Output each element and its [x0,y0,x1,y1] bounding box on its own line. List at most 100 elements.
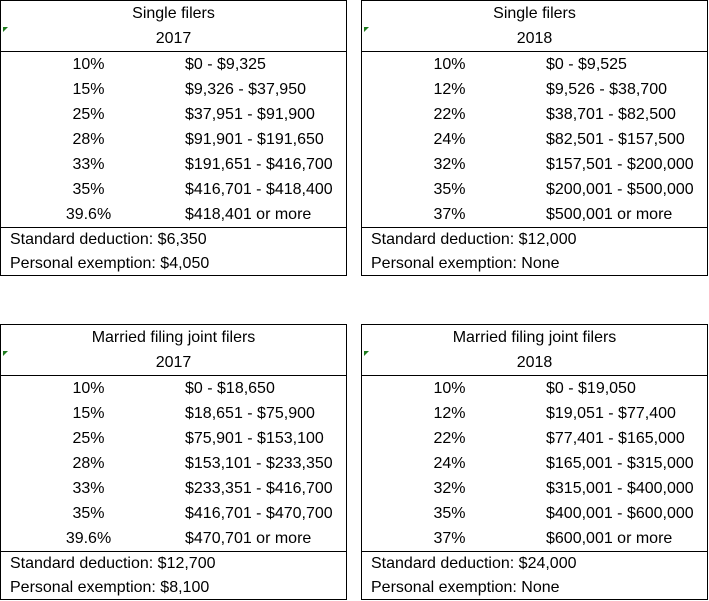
bracket-row: 22% $38,701 - $82,500 [362,102,707,127]
bracket-range: $400,001 - $600,000 [546,505,694,522]
bracket-range: $38,701 - $82,500 [546,106,676,123]
table-title: Married filing joint filers [452,329,617,346]
bracket-row: 37% $500,001 or more [362,202,707,227]
bracket-range: $77,401 - $165,000 [546,430,685,447]
bracket-range: $157,501 - $200,000 [546,156,694,173]
bracket-range: $82,501 - $157,500 [546,131,685,148]
bracket-range: $600,001 or more [546,530,673,547]
bracket-row: 24% $82,501 - $157,500 [362,127,707,152]
bracket-range: $0 - $18,650 [185,380,275,397]
bracket-rate: 32% [433,156,466,173]
bracket-row: 10% $0 - $9,325 [1,52,346,77]
table-year: 2017 [155,354,192,371]
cell-marker-icon [3,27,8,32]
bracket-range: $416,701 - $418,400 [185,181,333,198]
bracket-rows: 10% $0 - $19,050 12% $19,051 - $77,400 22%… [362,376,707,552]
bracket-rate: 22% [433,106,466,123]
bracket-row: 28% $91,901 - $191,650 [1,127,346,152]
table-married-2018: Married filing joint filers 2018 10% $0 -… [361,324,708,600]
bracket-row: 10% $0 - $18,650 [1,376,346,401]
bracket-range: $165,001 - $315,000 [546,455,694,472]
table-year: 2018 [516,354,553,371]
bracket-range: $200,001 - $500,000 [546,181,694,198]
bracket-row: 33% $191,651 - $416,700 [1,152,346,177]
bracket-range: $233,351 - $416,700 [185,480,333,497]
bracket-range: $75,901 - $153,100 [185,430,324,447]
bracket-row: 39.6% $470,701 or more [1,526,346,551]
bracket-rate: 12% [433,81,466,98]
bracket-range: $500,001 or more [546,206,673,223]
bracket-row: 32% $157,501 - $200,000 [362,152,707,177]
bracket-row: 28% $153,101 - $233,350 [1,451,346,476]
bracket-range: $416,701 - $470,700 [185,505,333,522]
bracket-row: 15% $9,326 - $37,950 [1,77,346,102]
bracket-rate: 15% [72,81,105,98]
bracket-range: $37,951 - $91,900 [185,106,315,123]
table-header: Married filing joint filers 2018 [362,325,707,376]
bracket-row: 25% $37,951 - $91,900 [1,102,346,127]
bracket-row: 32% $315,001 - $400,000 [362,476,707,501]
bracket-rows: 10% $0 - $9,525 12% $9,526 - $38,700 22% $3… [362,52,707,228]
bracket-rate: 28% [72,455,105,472]
table-footer: Standard deduction: $24,000 Personal exe… [362,552,707,600]
bracket-range: $0 - $9,525 [546,56,627,73]
personal-exemption: Personal exemption: $8,100 [10,579,210,596]
table-header: Married filing joint filers 2017 [1,325,346,376]
personal-exemption: Personal exemption: $4,050 [10,255,210,272]
bracket-rate: 10% [433,56,466,73]
bracket-rate: 35% [72,505,105,522]
bracket-row: 39.6% $418,401 or more [1,202,346,227]
bracket-row: 35% $400,001 - $600,000 [362,501,707,526]
bracket-rate: 35% [72,181,105,198]
bracket-rate: 37% [433,206,466,223]
bracket-range: $418,401 or more [185,206,312,223]
bracket-range: $91,901 - $191,650 [185,131,324,148]
table-title: Single filers [493,5,576,22]
bracket-range: $9,326 - $37,950 [185,81,306,98]
bracket-rate: 35% [433,505,466,522]
bracket-rate: 22% [433,430,466,447]
bracket-range: $0 - $19,050 [546,380,636,397]
bracket-range: $0 - $9,325 [185,56,266,73]
bracket-rate: 39.6% [65,206,112,223]
bracket-row: 37% $600,001 or more [362,526,707,551]
bracket-range: $153,101 - $233,350 [185,455,333,472]
table-footer: Standard deduction: $6,350 Personal exem… [1,228,346,276]
bracket-rate: 32% [433,480,466,497]
table-footer: Standard deduction: $12,000 Personal exe… [362,228,707,276]
bracket-rows: 10% $0 - $18,650 15% $18,651 - $75,900 25%… [1,376,346,552]
cell-marker-icon [3,351,8,356]
bracket-range: $19,051 - $77,400 [546,405,676,422]
bracket-rate: 28% [72,131,105,148]
bracket-rate: 24% [433,131,466,148]
bracket-row: 33% $233,351 - $416,700 [1,476,346,501]
table-year: 2018 [516,30,553,47]
bracket-row: 35% $416,701 - $418,400 [1,177,346,202]
table-single-2017: Single filers 2017 10% $0 - $9,325 15% $9,… [0,0,347,276]
bracket-rate: 39.6% [65,530,112,547]
bracket-row: 10% $0 - $19,050 [362,376,707,401]
bracket-range: $470,701 or more [185,530,312,547]
bracket-rows: 10% $0 - $9,325 15% $9,326 - $37,950 25% $3… [1,52,346,228]
bracket-rate: 37% [433,530,466,547]
bracket-row: 25% $75,901 - $153,100 [1,426,346,451]
bracket-row: 24% $165,001 - $315,000 [362,451,707,476]
bracket-row: 22% $77,401 - $165,000 [362,426,707,451]
cell-marker-icon [364,351,369,356]
cell-marker-icon [364,27,369,32]
table-header: Single filers 2018 [362,1,707,52]
table-year: 2017 [155,30,192,47]
bracket-range: $191,651 - $416,700 [185,156,333,173]
bracket-row: 10% $0 - $9,525 [362,52,707,77]
bracket-rate: 10% [72,56,105,73]
bracket-rate: 25% [72,430,105,447]
bracket-row: 35% $200,001 - $500,000 [362,177,707,202]
table-title: Married filing joint filers [91,329,256,346]
personal-exemption: Personal exemption: None [371,579,560,596]
bracket-range: $18,651 - $75,900 [185,405,315,422]
bracket-row: 12% $19,051 - $77,400 [362,401,707,426]
bracket-rate: 10% [72,380,105,397]
table-footer: Standard deduction: $12,700 Personal exe… [1,552,346,600]
bracket-row: 35% $416,701 - $470,700 [1,501,346,526]
bracket-range: $315,001 - $400,000 [546,480,694,497]
